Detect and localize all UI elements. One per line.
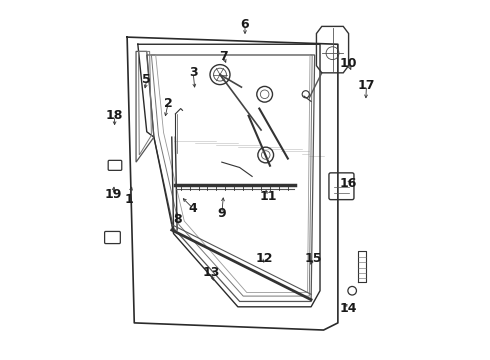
- Text: 10: 10: [340, 57, 357, 71]
- Text: 8: 8: [173, 213, 181, 226]
- Text: 15: 15: [304, 252, 321, 265]
- Text: 9: 9: [218, 207, 226, 220]
- Text: 12: 12: [256, 252, 273, 265]
- Text: 5: 5: [143, 73, 151, 86]
- Text: 16: 16: [340, 177, 357, 190]
- Text: 17: 17: [358, 79, 375, 92]
- Text: 14: 14: [340, 302, 357, 315]
- Text: 18: 18: [106, 109, 123, 122]
- Text: 1: 1: [124, 193, 133, 206]
- Text: 19: 19: [104, 188, 122, 201]
- Text: 7: 7: [219, 50, 228, 63]
- Text: 13: 13: [202, 266, 220, 279]
- Text: 11: 11: [260, 190, 277, 203]
- Text: 6: 6: [241, 18, 249, 31]
- Text: 3: 3: [189, 66, 197, 79]
- Text: 4: 4: [189, 202, 197, 215]
- Text: 2: 2: [164, 97, 172, 110]
